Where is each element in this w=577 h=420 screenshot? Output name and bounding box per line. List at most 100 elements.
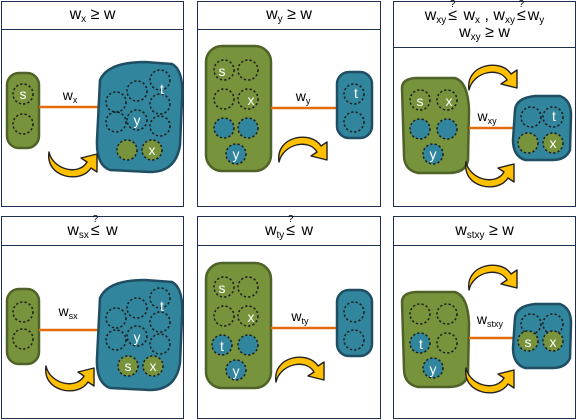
swap-arrow-top: [468, 264, 518, 291]
header-text: ≥ w: [282, 6, 312, 24]
header-text: w: [101, 221, 118, 239]
edge-weight-subscript: x: [73, 95, 78, 105]
node-label-s: s: [219, 280, 226, 296]
node-label-x: x: [550, 334, 557, 350]
arrow-shape: [468, 64, 518, 91]
node: [213, 117, 235, 139]
header-text: w: [69, 6, 82, 24]
node-label-t: t: [220, 338, 224, 354]
header-subscript: x: [81, 14, 87, 26]
node: [149, 333, 171, 355]
node: [237, 276, 259, 298]
edge-weight-label: wx: [62, 87, 78, 105]
node: [225, 359, 247, 381]
header-subscript: y: [277, 14, 283, 26]
node: [213, 59, 235, 81]
node: [409, 89, 431, 111]
edge-weight-subscript: y: [306, 96, 311, 106]
node: [213, 88, 235, 110]
node-label-x: x: [446, 93, 453, 109]
node: [517, 330, 539, 352]
header-wxy: wxy? ≤ wx , wxy? ≤ wy wxy ≥ w: [393, 0, 576, 48]
node: [237, 59, 259, 81]
node-label-y: y: [430, 361, 437, 377]
node-label-y: y: [134, 329, 141, 345]
header-wty: wty? ≤ w: [197, 214, 381, 246]
node: [149, 115, 171, 137]
node: [12, 83, 34, 105]
edge-weight-label: wty: [290, 308, 309, 326]
node: [105, 91, 127, 113]
header-line: wy ≥ w: [266, 6, 312, 26]
node: [542, 313, 564, 335]
node: [436, 332, 458, 354]
header-text: w: [67, 221, 79, 239]
header-wx: wx ≥ w: [1, 1, 184, 30]
node-label-x: x: [149, 142, 156, 158]
edge-weight-main: w: [57, 303, 69, 319]
node: [213, 305, 235, 327]
header-subscript: ty: [276, 229, 285, 241]
node: [126, 80, 148, 102]
node: [436, 118, 458, 140]
node: [520, 313, 542, 335]
arrow-shape: [465, 161, 515, 188]
header-text: ≥ w: [86, 6, 116, 24]
header-subscript: xy: [504, 14, 515, 26]
node: [12, 328, 34, 350]
node: [126, 109, 148, 131]
cluster-right: [511, 302, 573, 370]
header-relation-symbol: ≤: [90, 221, 100, 239]
arrow-shape: [465, 367, 515, 394]
cluster-left: [5, 287, 41, 366]
node-label-y: y: [430, 146, 437, 162]
node-label-x: x: [550, 135, 557, 151]
header-text: ≥ w: [484, 221, 514, 239]
node-label-x: x: [248, 309, 255, 325]
node-label-t: t: [160, 81, 164, 97]
node: [436, 89, 458, 111]
edge-weight-label: wxy: [476, 108, 497, 126]
node: [126, 325, 148, 347]
header-text: w: [266, 6, 278, 24]
arrow-shape: [275, 356, 325, 383]
edge-weight-label: wsx: [57, 303, 78, 321]
header-wy: wy ≥ w: [197, 1, 381, 30]
node: [142, 355, 164, 377]
node: [225, 143, 247, 165]
edge-weight-subscript: stxy: [487, 319, 504, 329]
header-line: wxy? ≤ wx , wxy? ≤ wy: [424, 0, 545, 26]
header-relation: ? ≤: [286, 214, 295, 240]
node: [213, 276, 235, 298]
edge-weight-main: w: [290, 308, 302, 324]
swap-arrow: [45, 365, 95, 392]
cluster-right: [335, 288, 374, 358]
arrow-shape: [468, 264, 518, 291]
header-question-mark: ?: [518, 0, 525, 10]
node-label-y: y: [233, 363, 240, 379]
header-line: wty? ≤ w: [265, 214, 313, 241]
node: [117, 355, 139, 377]
header-text: w: [424, 6, 437, 24]
header-subscript: xy: [436, 14, 447, 26]
edge-weight-subscript: ty: [302, 316, 310, 326]
edge-weight-main: w: [476, 311, 488, 327]
header-text: w: [527, 6, 540, 24]
node-label-s: s: [417, 93, 424, 109]
header-text: ≥ w: [480, 23, 510, 41]
header-subscript: xy: [470, 31, 481, 43]
arrow-shape: [278, 136, 328, 163]
node: [105, 307, 127, 329]
node: [237, 117, 259, 139]
edge-weight-main: w: [62, 87, 74, 103]
header-line: wxy ≥ w: [459, 23, 510, 43]
header-line: wx ≥ w: [69, 6, 116, 26]
node-label-y: y: [233, 146, 240, 162]
node: [343, 329, 365, 351]
node-label-t: t: [160, 298, 164, 314]
header-subscript: y: [539, 14, 545, 26]
header-question-mark: ?: [449, 0, 456, 10]
header-line: wstxy ≥ w: [455, 221, 514, 240]
node: [542, 132, 564, 154]
node: [126, 297, 148, 319]
